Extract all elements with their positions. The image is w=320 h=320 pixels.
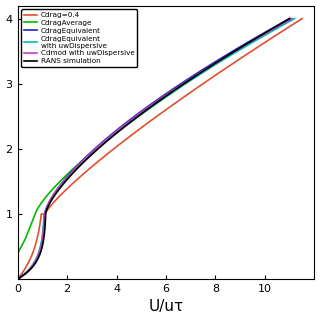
CdragEquivalent
with uwDispersive [16,277,20,281]
CdragAverage [16,261,20,265]
CdragAverage [121,126,125,130]
CdragAverage [288,17,292,20]
Cdmod with uwDispersive [128,119,132,123]
Line: Cdmod with uwDispersive: Cdmod with uwDispersive [18,19,292,279]
CdragEquivalent [182,80,186,84]
RANS simulation [227,53,231,57]
RANS simulation [140,111,144,115]
RANS simulation [185,80,189,84]
Cdmod with uwDispersive [184,80,188,84]
CdragAverage [228,53,232,57]
CdragAverage [187,80,191,84]
CdragEquivalent [137,111,141,115]
Cdrag=0.4 [16,277,20,281]
Cdmod with uwDispersive [119,126,123,130]
X-axis label: U/uτ: U/uτ [148,300,184,315]
Cdmod with uwDispersive [138,111,142,115]
CdragEquivalent
with uwDispersive [32,261,36,265]
Line: CdragEquivalent: CdragEquivalent [18,19,290,279]
Cdrag=0.4 [244,53,248,57]
Cdmod with uwDispersive [290,17,294,20]
RANS simulation [34,261,37,265]
Cdrag=0.4 [159,111,163,115]
RANS simulation [16,277,20,281]
Cdrag=0.4 [139,126,143,130]
Cdmod with uwDispersive [16,277,20,281]
CdragEquivalent [126,119,130,123]
Legend: Cdrag=0.4, CdragAverage, CdragEquivalent, CdragEquivalent
with uwDispersive, Cdm: Cdrag=0.4, CdragAverage, CdragEquivalent… [21,9,137,67]
Cdrag=0.4 [204,80,208,84]
Cdrag=0.4 [26,261,30,265]
Line: CdragEquivalent
with uwDispersive: CdragEquivalent with uwDispersive [18,19,295,279]
RANS simulation [288,17,292,20]
Line: Cdrag=0.4: Cdrag=0.4 [18,19,302,279]
CdragEquivalent [16,277,20,281]
CdragEquivalent [288,17,292,20]
Line: CdragAverage: CdragAverage [18,19,290,279]
CdragEquivalent
with uwDispersive [121,126,125,130]
Cdrag=0.4 [148,119,152,123]
Line: RANS simulation: RANS simulation [18,19,290,279]
CdragEquivalent [32,261,36,265]
Cdrag=0.4 [300,17,304,20]
CdragEquivalent
with uwDispersive [140,111,144,115]
CdragEquivalent
with uwDispersive [293,17,297,20]
Cdmod with uwDispersive [227,53,231,57]
CdragEquivalent [225,53,229,57]
CdragAverage [141,111,145,115]
CdragEquivalent [118,126,122,130]
Cdmod with uwDispersive [32,261,36,265]
CdragEquivalent
with uwDispersive [230,53,234,57]
RANS simulation [130,119,134,123]
CdragAverage [130,119,134,123]
CdragEquivalent
with uwDispersive [187,80,190,84]
CdragEquivalent
with uwDispersive [130,119,134,123]
CdragAverage [16,277,20,281]
RANS simulation [121,126,125,130]
